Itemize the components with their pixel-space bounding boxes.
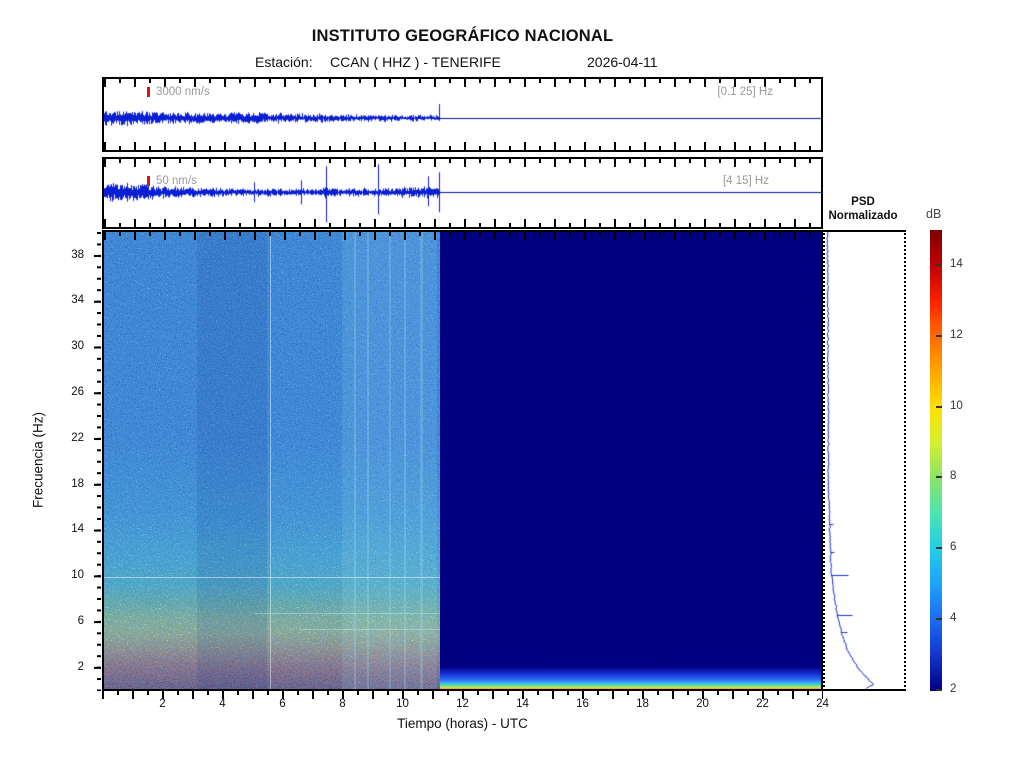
spectrogram-vertical-line	[367, 232, 369, 689]
spectrogram-vertical-line	[404, 232, 406, 689]
spectrogram-noise-texture	[104, 232, 440, 689]
spectrogram-vertical-line	[389, 232, 391, 689]
station-name: CCAN ( HHZ ) - TENERIFE	[330, 54, 501, 70]
amplitude-scale-bar-icon	[147, 87, 150, 97]
colorbar-tick-label: 14	[950, 257, 963, 270]
spectrogram-nodata-region	[440, 232, 821, 689]
seismogram-panel-broadband: 3000 nm/s [0.1 25] Hz	[102, 77, 823, 152]
spectrogram-panel	[102, 230, 823, 691]
psd-panel-title: PSD Normalizado	[828, 196, 898, 222]
date-label: 2026-04-11	[587, 54, 658, 70]
colorbar	[930, 230, 942, 691]
colorbar-tick-label: 4	[950, 612, 957, 625]
spectrogram-hline	[299, 629, 440, 630]
x-tick-label: 22	[756, 698, 769, 710]
colorbar-tick-mark	[936, 689, 942, 691]
y-tick-label: 30	[71, 340, 84, 353]
page-title: INSTITUTO GEOGRÁFICO NACIONAL	[311, 27, 614, 45]
spectrogram-vertical-line	[420, 232, 423, 689]
x-tick-label: 6	[279, 698, 286, 710]
y-tick-label: 38	[71, 248, 84, 261]
amplitude-scale-bar-icon	[147, 176, 150, 186]
scale-label: 50 nm/s	[156, 175, 197, 187]
spectrogram-data-region	[104, 232, 440, 689]
colorbar-tick-mark	[936, 334, 942, 337]
y-axis-tick-marks	[97, 230, 101, 691]
colorbar-tick-label: 8	[950, 470, 957, 483]
x-axis-tick-marks	[102, 691, 823, 695]
y-tick-label: 18	[71, 477, 84, 490]
y-tick-label: 34	[71, 294, 84, 307]
colorbar-tick-mark	[936, 405, 942, 408]
x-tick-label: 2	[159, 698, 166, 710]
colorbar-tick-mark	[936, 618, 942, 621]
colorbar-tick-label: 2	[950, 683, 957, 695]
x-tick-label: 14	[516, 698, 529, 710]
seismogram-panel-filtered: 50 nm/s [4 15] Hz	[102, 157, 823, 229]
colorbar-tick-mark	[936, 476, 942, 479]
colorbar-tick-label: 10	[950, 399, 963, 412]
spectrogram-vertical-line	[270, 232, 271, 689]
x-tick-label: 12	[456, 698, 469, 710]
seismogram-trace-filtered	[104, 159, 821, 227]
y-axis-title: Frecuencia (Hz)	[30, 411, 46, 509]
x-tick-label: 8	[339, 698, 346, 710]
y-tick-label: 10	[71, 569, 84, 582]
colorbar-unit-label: dB	[926, 207, 942, 221]
y-tick-label: 26	[71, 385, 84, 398]
x-axis-title: Tiempo (horas) - UTC	[397, 716, 528, 731]
x-tick-label: 20	[696, 698, 709, 710]
spectrogram-hline	[254, 613, 440, 614]
psd-curve	[825, 232, 904, 689]
x-tick-label: 24	[816, 698, 829, 710]
spectrogram-10hz-line	[104, 577, 440, 578]
scale-label: 3000 nm/s	[156, 86, 210, 98]
filter-band-label: [4 15] Hz	[722, 175, 769, 187]
spectrogram-dark-band	[197, 232, 267, 689]
y-tick-label: 22	[71, 431, 84, 444]
x-tick-label: 10	[396, 698, 409, 710]
y-axis-tick-marks	[94, 230, 101, 691]
colorbar-tick-label: 12	[950, 328, 963, 341]
colorbar-tick-mark	[936, 263, 942, 266]
spectrogram-light-band	[342, 232, 437, 689]
seismogram-trace-broadband	[104, 79, 821, 150]
x-tick-label: 18	[636, 698, 649, 710]
x-tick-label: 4	[219, 698, 226, 710]
spectrogram-vertical-line	[354, 232, 356, 689]
colorbar-tick-label: 6	[950, 541, 957, 554]
y-tick-label: 6	[77, 614, 84, 627]
y-tick-label: 14	[71, 523, 84, 536]
psd-plot	[823, 230, 906, 691]
colorbar-tick-mark	[936, 547, 942, 550]
station-label: Estación:	[255, 54, 313, 70]
y-tick-label: 2	[77, 660, 84, 673]
filter-band-label: [0.1 25] Hz	[717, 86, 773, 98]
x-tick-label: 16	[576, 698, 589, 710]
